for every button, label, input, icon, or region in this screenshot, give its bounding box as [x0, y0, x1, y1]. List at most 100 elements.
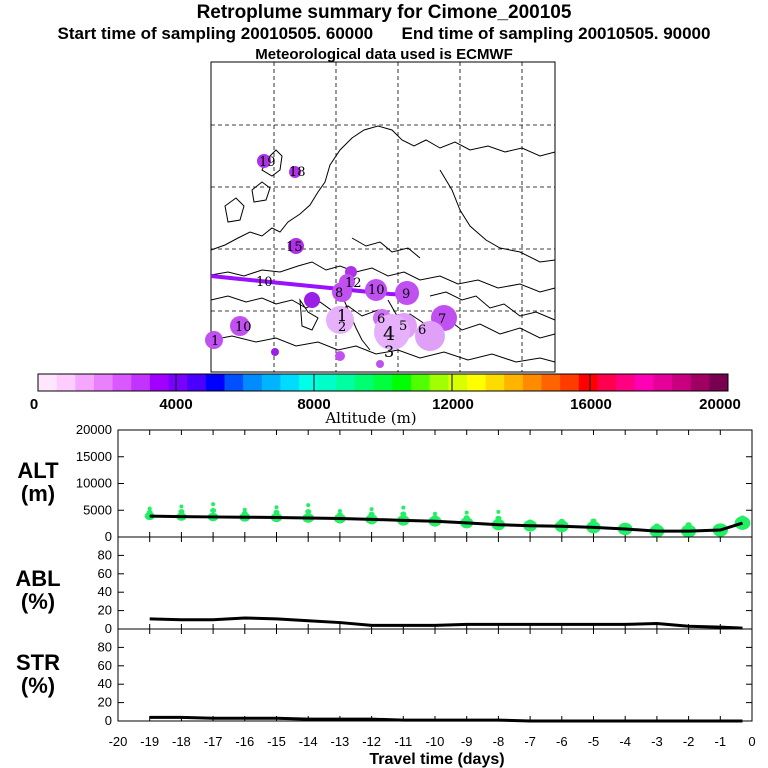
- colorbar-segment: [205, 374, 225, 391]
- colorbar-tick-20000: 20000: [699, 396, 741, 413]
- colorbar-tick-8000: 8000: [297, 396, 330, 413]
- x-tick-label: -14: [299, 734, 318, 749]
- alt-plume-marker-top: [242, 507, 247, 512]
- alt-plume-marker-upper: [432, 514, 438, 520]
- x-tick-label: -18: [172, 734, 191, 749]
- colorbar-ticks: 0 4000 8000 12000 16000 20000: [30, 396, 741, 413]
- alt-plume-marker-upper: [558, 518, 565, 524]
- colorbar-segment: [75, 374, 95, 391]
- x-tick-label: -5: [588, 734, 600, 749]
- x-tick-label: -4: [619, 734, 631, 749]
- str-unit-label: (%): [21, 673, 55, 698]
- series-line-str: [149, 715, 743, 723]
- plume-cluster-19: [257, 154, 271, 168]
- alt-plume-marker-upper: [336, 512, 343, 518]
- cluster-label-1b: 1: [337, 306, 347, 325]
- alt-plume-marker-upper: [685, 522, 692, 528]
- alt-label: ALT: [17, 458, 59, 483]
- colorbar-tick-16000: 16000: [570, 396, 612, 413]
- colorbar-segment: [653, 374, 673, 391]
- colorbar-segment: [317, 374, 337, 391]
- end-time-text: End time of sampling 20010505. 90000: [401, 24, 711, 43]
- cluster-label-6: 6: [377, 312, 385, 327]
- x-tick-label: -15: [267, 734, 286, 749]
- y-tick-label: 20: [98, 603, 112, 618]
- colorbar-segment: [261, 374, 281, 391]
- x-tick-label: 0: [748, 734, 755, 749]
- alt-plume-marker-upper: [241, 510, 248, 516]
- plume-cluster-4: [415, 321, 445, 351]
- colorbar-segment: [224, 374, 244, 391]
- colorbar-segment: [672, 374, 692, 391]
- x-tick-label: -12: [362, 734, 381, 749]
- y-tick-label: 20: [98, 695, 112, 710]
- colorbar-segment: [168, 374, 188, 391]
- panel-frame-abl: [117, 536, 753, 630]
- cluster-label-2: 2: [338, 320, 346, 335]
- cluster-label-12: 12: [345, 276, 362, 291]
- colorbar-segment: [131, 374, 151, 391]
- cluster-label-10-sw: 10: [235, 320, 252, 335]
- y-tick-label: 80: [98, 639, 112, 654]
- colorbar-segment: [541, 374, 561, 391]
- x-tick-label: -10: [426, 734, 445, 749]
- colorbar-segment: [448, 374, 468, 391]
- alt-plume-marker-top: [401, 505, 406, 510]
- cluster-label-4: 4: [383, 323, 395, 345]
- cluster-label-19: 19: [259, 155, 276, 170]
- x-tick-label: -9: [461, 734, 473, 749]
- colorbar-segment: [690, 374, 710, 391]
- chart-subtitle: Start time of sampling 20010505. 60000 E…: [0, 24, 768, 44]
- plume-cluster-10: [365, 279, 387, 301]
- alt-plume-marker-upper: [400, 511, 407, 517]
- alt-plume-marker-upper: [178, 509, 185, 515]
- plume-cluster-3: [374, 314, 410, 350]
- x-tick-label: -13: [331, 734, 350, 749]
- x-tick-label: -8: [493, 734, 505, 749]
- alt-plume-marker-upper: [273, 509, 280, 515]
- alt-plume-marker-upper: [210, 508, 217, 514]
- altitude-colorbar: [37, 373, 729, 392]
- x-tick-label: -7: [524, 734, 536, 749]
- x-tick-label: -2: [683, 734, 695, 749]
- colorbar-segment: [187, 374, 207, 391]
- x-axis-label: Travel time (days): [369, 751, 504, 768]
- plume-cluster-1: [230, 316, 250, 336]
- alt-plume-marker-top: [306, 503, 311, 508]
- colorbar-segment: [392, 374, 412, 391]
- plume-cluster-8: [304, 292, 320, 308]
- colorbar-segment: [38, 374, 58, 391]
- colorbar-segment: [373, 374, 393, 391]
- alt-plume-marker-upper: [739, 515, 746, 521]
- alt-plume-marker-top: [369, 507, 374, 512]
- colorbar-tick-0: 0: [30, 396, 38, 413]
- colorbar-segment: [93, 374, 114, 391]
- colorbar-segment: [112, 374, 132, 391]
- y-tick-label: 5000: [83, 502, 112, 517]
- alt-plume-marker-upper: [368, 511, 375, 517]
- alt-plume-marker-top: [211, 502, 216, 507]
- y-tick-label: 60: [98, 658, 112, 673]
- x-tick-label: -3: [651, 734, 663, 749]
- alt-plume-marker-upper: [622, 522, 629, 528]
- str-label: STR: [16, 650, 60, 675]
- alt-plume-marker-upper: [590, 518, 597, 524]
- colorbar-tick-4000: 4000: [159, 396, 192, 413]
- x-tick-label: -6: [556, 734, 568, 749]
- x-tick-label: -11: [394, 734, 412, 749]
- alt-plume-marker-upper: [717, 523, 724, 529]
- colorbar-segment: [504, 374, 524, 391]
- colorbar-segment: [560, 374, 580, 391]
- abl-unit-label: (%): [21, 589, 55, 614]
- cluster-label-18: 18: [289, 165, 306, 180]
- cluster-label-7: 7: [438, 312, 446, 327]
- chart-title: Retroplume summary for Cimone_200105: [196, 2, 572, 23]
- plume-cluster-2: [326, 306, 354, 334]
- plume-cluster-0: [205, 331, 223, 349]
- x-tick-label: -17: [204, 734, 223, 749]
- panel-frame-str: [117, 628, 753, 722]
- cluster-label-10-west: 10: [256, 275, 273, 290]
- alt-plume-marker-upper: [527, 519, 534, 525]
- cluster-number-labels: 19 18 15 12 10 10 9 8 7 6 6 5 4 3 2 10 1…: [211, 155, 446, 361]
- plume-cluster-9: [395, 281, 419, 305]
